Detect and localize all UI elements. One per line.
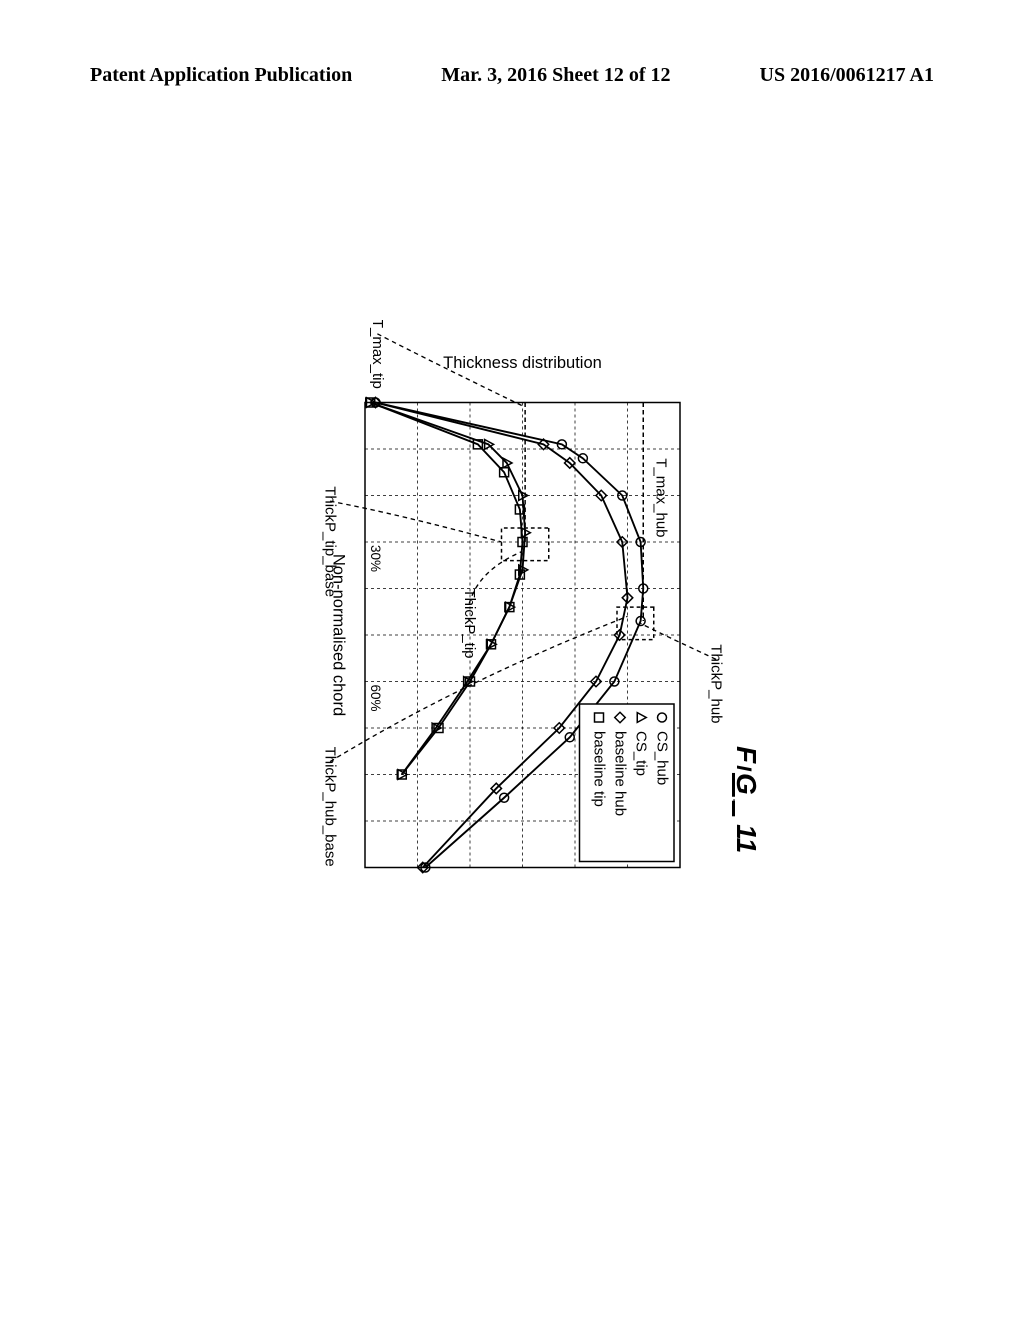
svg-text:T_max_tip: T_max_tip (369, 320, 386, 389)
chart-svg: 30% 60% T_max_hub T_max_tip ThickP_hub ThickP… (100, 320, 900, 920)
svg-text:Non-normalised chord: Non-normalised chord (330, 554, 348, 716)
thickness-chart: 30% 60% T_max_hub T_max_tip ThickP_hub ThickP… (100, 320, 900, 920)
svg-text:ThickP_tip: ThickP_tip (461, 589, 478, 659)
header-left: Patent Application Publication (90, 64, 352, 87)
svg-text:Thickness distribution: Thickness distribution (443, 354, 602, 372)
svg-text:baseline hub: baseline hub (612, 731, 629, 816)
svg-text:CS_hub: CS_hub (654, 731, 671, 785)
page-header: Patent Application Publication Mar. 3, 2… (0, 64, 1024, 87)
header-center: Mar. 3, 2016 Sheet 12 of 12 (441, 64, 670, 87)
svg-text:CS_tip: CS_tip (633, 731, 650, 776)
svg-text:ThickP_hub_base: ThickP_hub_base (322, 747, 339, 867)
svg-text:baseline tip: baseline tip (591, 731, 608, 807)
svg-text:60%: 60% (368, 685, 383, 712)
svg-text:30%: 30% (368, 545, 383, 572)
header-right: US 2016/0061217 A1 (760, 64, 934, 87)
figure-label: FIG_ 11 (730, 746, 762, 853)
svg-text:ThickP_hub: ThickP_hub (708, 644, 725, 723)
svg-text:T_max_hub: T_max_hub (652, 458, 669, 537)
